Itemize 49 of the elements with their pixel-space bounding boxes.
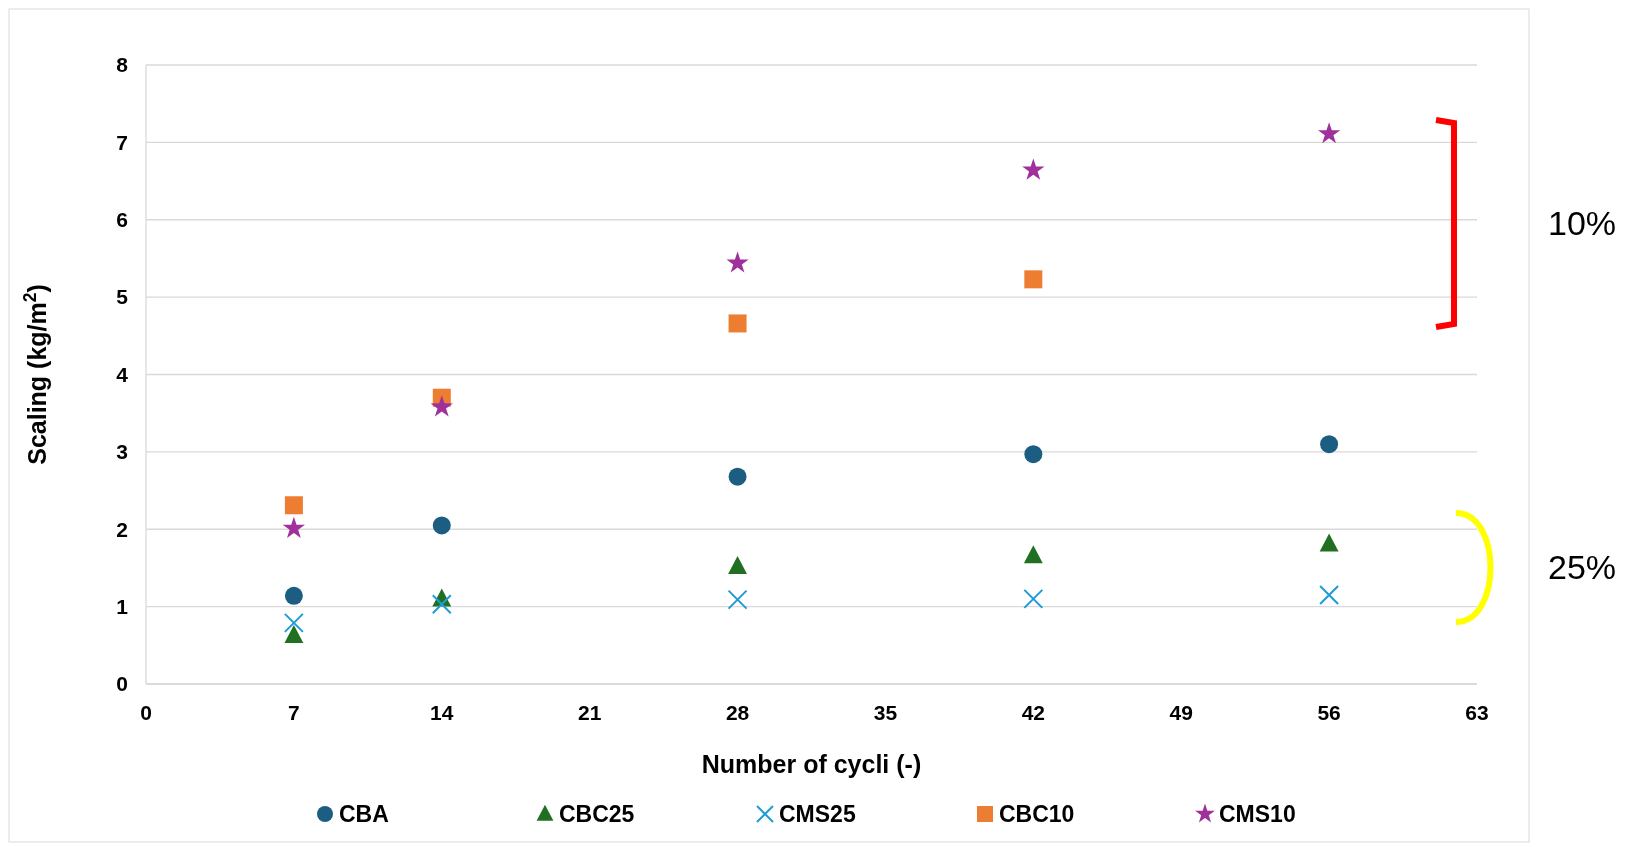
point xyxy=(1023,545,1043,564)
point xyxy=(432,516,451,535)
y-tick-label: 6 xyxy=(116,208,128,232)
point xyxy=(431,594,452,615)
point xyxy=(1319,585,1340,606)
x-tick-label: 49 xyxy=(1169,701,1193,724)
y-tick-label: 3 xyxy=(116,440,128,464)
point xyxy=(1320,435,1339,454)
text: 25% xyxy=(1547,548,1617,587)
y-tick-label: 0 xyxy=(116,672,128,696)
x-tick-label: 63 xyxy=(1465,701,1489,724)
point xyxy=(1319,533,1339,552)
point xyxy=(1022,158,1045,180)
point xyxy=(1024,445,1043,464)
point xyxy=(728,314,747,333)
x-tick-label: 14 xyxy=(430,701,454,724)
point xyxy=(430,395,453,417)
point xyxy=(728,467,747,486)
point xyxy=(284,496,303,515)
point xyxy=(1024,270,1043,289)
point xyxy=(284,586,303,605)
x-tick-label: 21 xyxy=(577,701,602,724)
x-tick-label: 0 xyxy=(140,701,152,724)
x-tick-label: 35 xyxy=(873,701,898,724)
y-tick-label: 5 xyxy=(116,285,129,309)
y-tick-label: 7 xyxy=(116,130,128,154)
y-tick-label: 1 xyxy=(116,594,129,618)
x-tick-label: 56 xyxy=(1317,701,1341,724)
legend-label: CBA xyxy=(339,801,389,828)
legend-label: CMS10 xyxy=(1219,801,1296,828)
text: 10% xyxy=(1547,204,1617,243)
y-tick-label: 4 xyxy=(116,362,129,386)
point xyxy=(1317,122,1341,144)
point xyxy=(726,251,749,273)
point xyxy=(1023,588,1044,609)
x-tick-label: 7 xyxy=(288,701,300,724)
point xyxy=(283,612,304,633)
y-tick-label: 8 xyxy=(116,53,129,77)
point xyxy=(282,516,306,538)
legend-label: CBC10 xyxy=(999,801,1075,828)
x-tick-label: 42 xyxy=(1021,701,1046,724)
legend-label: CMS25 xyxy=(779,801,856,828)
point xyxy=(284,624,304,643)
legend-label: CBC25 xyxy=(559,801,635,828)
y-tick-label: 2 xyxy=(116,517,128,541)
x-tick-label: 28 xyxy=(725,701,750,724)
point xyxy=(728,556,748,575)
x-axis-title: Number of cycli (-) xyxy=(701,750,922,778)
point xyxy=(727,589,748,610)
